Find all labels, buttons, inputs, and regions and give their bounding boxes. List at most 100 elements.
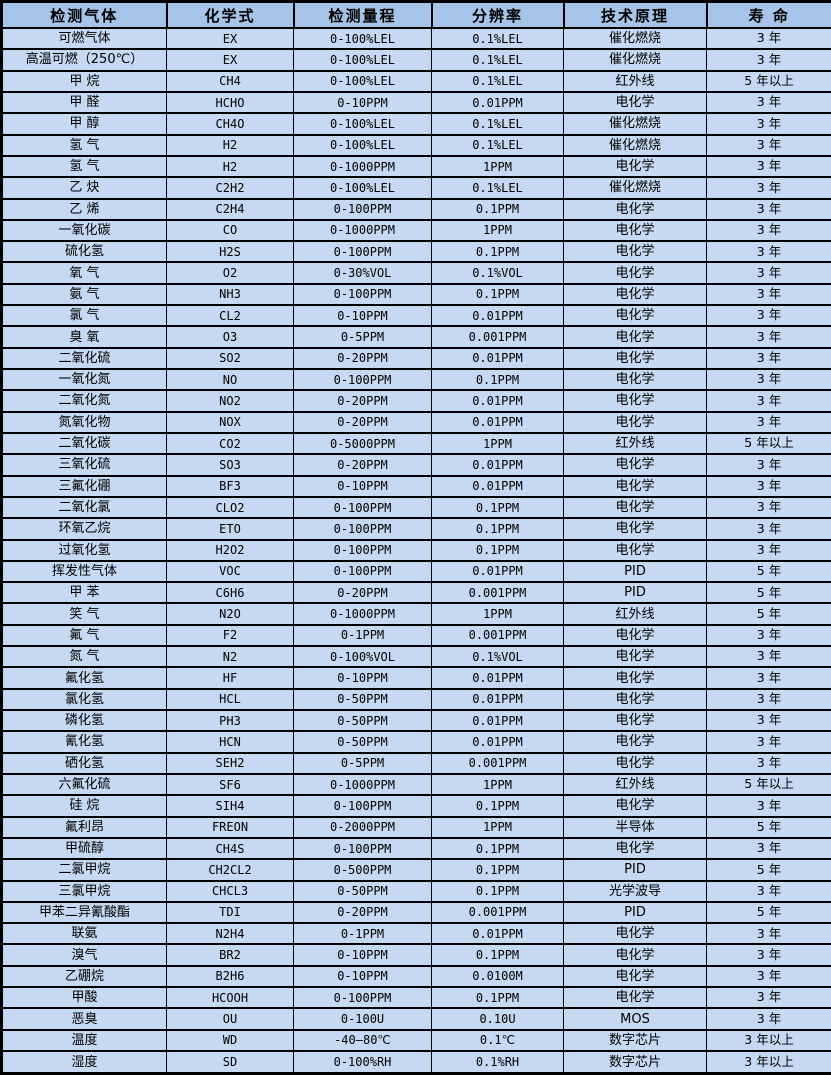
table-cell: 3 年 [706, 751, 831, 775]
table-cell: HCL [166, 687, 294, 711]
table-cell: 3 年 [706, 304, 831, 327]
table-cell: 0-20PPM [293, 900, 432, 924]
table-cell: 0.001PPM [431, 900, 564, 924]
table-cell: 0.1PPM [431, 858, 564, 882]
table-cell: 电化学 [563, 687, 707, 711]
table-row: 硫化氢 H2S 0-100PPM 0.1PPM 电化学 3 年 [1, 240, 831, 263]
table-cell: 0-1000PPM [293, 218, 432, 242]
table-row: 三氧化硫 SO3 0-20PPM 0.01PPM 电化学 3 年 [1, 453, 831, 477]
table-row: 氟 气 F2 0-1PPM 0.001PPM 电化学 3 年 [1, 623, 831, 647]
table-cell: 0-100PPM [293, 197, 432, 221]
table-cell: 0-100PPM [293, 538, 432, 562]
table-cell: CH4O [166, 112, 294, 136]
table-cell: 0-100%RH [293, 1050, 432, 1074]
table-cell: 氮氧化物 [1, 410, 167, 434]
table-cell: C2H2 [166, 176, 294, 200]
table-cell: N2 [166, 645, 294, 668]
table-row: 乙 烯 C2H4 0-100PPM 0.1PPM 电化学 3 年 [1, 197, 831, 221]
table-cell: 三氯甲烷 [1, 879, 167, 903]
table-cell: 3 年 [706, 154, 831, 178]
table-cell: 0.1PPM [431, 943, 564, 967]
table-row: 环氧乙烷 ETO 0-100PPM 0.1PPM 电化学 3 年 [1, 517, 831, 541]
table-cell: 0.0100M [431, 964, 564, 988]
table-cell: 0-10PPM [293, 474, 432, 498]
table-cell: 甲苯二异氰酸酯 [1, 900, 167, 924]
table-row: 甲硫醇 CH4S 0-100PPM 0.1PPM 电化学 3 年 [1, 836, 831, 860]
table-cell: 0-20PPM [293, 346, 432, 370]
table-row: 氨 气 NH3 0-100PPM 0.1PPM 电化学 3 年 [1, 282, 831, 306]
table-cell: 1PPM [431, 431, 564, 455]
table-cell: 0.01PPM [431, 389, 564, 413]
table-cell: 5 年以上 [706, 772, 831, 796]
table-row: 高温可燃（250℃） EX 0-100%LEL 0.1%LEL 催化燃烧 3 年 [1, 48, 831, 72]
table-cell: 甲硫醇 [1, 836, 167, 860]
table-cell: 0.10U [431, 1007, 564, 1031]
table-cell: 3 年 [706, 133, 831, 157]
table-cell: 0-20PPM [293, 453, 432, 477]
table-cell: 0.1%LEL [431, 48, 564, 72]
table-cell: 红外线 [563, 602, 707, 626]
table-cell: 0-100PPM [293, 517, 432, 541]
table-cell: 1PPM [431, 815, 564, 839]
table-cell: 3 年 [706, 197, 831, 221]
table-row: 笑 气 N2O 0-1000PPM 1PPM 红外线 5 年 [1, 602, 831, 626]
table-row: 氢 气 H2 0-100%LEL 0.1%LEL 催化燃烧 3 年 [1, 133, 831, 157]
table-row: 甲苯二异氰酸酯 TDI 0-20PPM 0.001PPM PID 5 年 [1, 900, 831, 924]
table-cell: 催化燃烧 [563, 176, 707, 200]
table-cell: 0.01PPM [431, 730, 564, 754]
table-cell: HCN [166, 730, 294, 754]
table-cell: CH4S [166, 836, 294, 860]
header-cell-0: 检测气体 [0, 0, 168, 29]
table-cell: 3 年 [706, 1007, 831, 1031]
table-cell: 二氯甲烷 [1, 858, 167, 882]
table-cell: 红外线 [563, 69, 707, 93]
table-row: 过氧化氢 H2O2 0-100PPM 0.1PPM 电化学 3 年 [1, 538, 831, 562]
table-cell: NO [166, 367, 294, 391]
table-cell: 甲 醇 [1, 112, 167, 136]
table-row: 二氧化碳 CO2 0-5000PPM 1PPM 红外线 5 年以上 [1, 431, 831, 455]
table-cell: 3 年 [706, 261, 831, 285]
table-cell: SO2 [166, 346, 294, 370]
table-cell: 0.1%LEL [431, 133, 564, 157]
table-cell: 3 年 [706, 666, 831, 690]
table-cell: 电化学 [563, 645, 707, 668]
table-cell: MOS [563, 1007, 707, 1031]
table-cell: 0.01PPM [431, 559, 564, 583]
table-cell: H2O2 [166, 538, 294, 562]
table-cell: 3 年 [706, 517, 831, 541]
table-cell: 臭 氧 [1, 325, 167, 349]
table-row: 氢 气 H2 0-1000PPM 1PPM 电化学 3 年 [1, 154, 831, 178]
table-cell: 甲酸 [1, 986, 167, 1009]
table-cell: 笑 气 [1, 602, 167, 626]
table-cell: 3 年 [706, 964, 831, 988]
table-cell: 0.01PPM [431, 666, 564, 690]
table-cell: 0-30%VOL [293, 261, 432, 285]
table-cell: 0-100PPM [293, 794, 432, 818]
table-cell: 3 年 [706, 730, 831, 754]
table-cell: BF3 [166, 474, 294, 498]
table-cell: 电化学 [563, 410, 707, 434]
table-cell: NH3 [166, 282, 294, 306]
table-cell: 0.001PPM [431, 581, 564, 604]
table-cell: 电化学 [563, 751, 707, 775]
table-cell: 高温可燃（250℃） [1, 48, 167, 72]
table-cell: VOC [166, 559, 294, 583]
table-cell: 挥发性气体 [1, 559, 167, 583]
table-cell: 氯化氢 [1, 687, 167, 711]
table-cell: 数字芯片 [563, 1050, 707, 1074]
table-cell: H2 [166, 133, 294, 157]
table-cell: 0.1PPM [431, 367, 564, 391]
table-cell: 数字芯片 [563, 1028, 707, 1052]
table-cell: 硒化氢 [1, 751, 167, 775]
table-cell: CO2 [166, 431, 294, 455]
header-cell-5: 寿 命 [705, 0, 831, 29]
table-cell: H2S [166, 240, 294, 263]
table-cell: 5 年 [706, 602, 831, 626]
table-row: 氮氧化物 NOX 0-20PPM 0.01PPM 电化学 3 年 [1, 410, 831, 434]
table-cell: SEH2 [166, 751, 294, 775]
table-cell: 电化学 [563, 666, 707, 690]
table-cell: 氢 气 [1, 133, 167, 157]
table-cell: N2H4 [166, 922, 294, 945]
table-cell: B2H6 [166, 964, 294, 988]
table-cell: 0-1PPM [293, 623, 432, 647]
